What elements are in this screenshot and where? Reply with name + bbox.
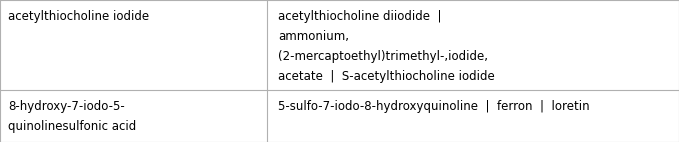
Text: 5-sulfo-7-iodo-8-hydroxyquinoline  |  ferron  |  loretin: 5-sulfo-7-iodo-8-hydroxyquinoline | ferr…: [278, 100, 590, 113]
Text: 8-hydroxy-7-iodo-5-: 8-hydroxy-7-iodo-5-: [8, 100, 125, 113]
Text: ammonium,: ammonium,: [278, 30, 350, 43]
Text: (2-mercaptoethyl)trimethyl-,iodide,: (2-mercaptoethyl)trimethyl-,iodide,: [278, 50, 488, 63]
Text: acetate  |  S-acetylthiocholine iodide: acetate | S-acetylthiocholine iodide: [278, 70, 495, 83]
Text: acetylthiocholine diiodide  |: acetylthiocholine diiodide |: [278, 10, 442, 23]
Text: quinolinesulfonic acid: quinolinesulfonic acid: [8, 120, 136, 133]
Text: acetylthiocholine iodide: acetylthiocholine iodide: [8, 10, 149, 23]
